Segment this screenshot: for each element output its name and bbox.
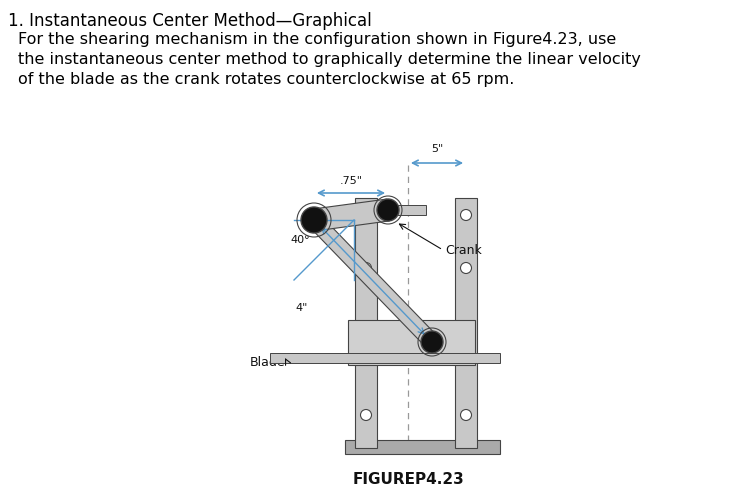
Bar — [355, 198, 377, 448]
Circle shape — [360, 410, 371, 420]
Bar — [348, 320, 475, 365]
Circle shape — [461, 325, 472, 335]
Text: 4": 4" — [295, 303, 307, 313]
Polygon shape — [384, 205, 426, 215]
Text: 5": 5" — [431, 144, 443, 154]
Text: 40°: 40° — [290, 235, 310, 245]
Circle shape — [461, 410, 472, 420]
Circle shape — [421, 331, 443, 353]
Bar — [270, 353, 500, 363]
Text: of the blade as the crank rotates counterclockwise at 65 rpm.: of the blade as the crank rotates counte… — [18, 72, 514, 87]
Text: Crank: Crank — [445, 243, 482, 257]
Circle shape — [360, 209, 371, 221]
Text: 1. Instantaneous Center Method—Graphical: 1. Instantaneous Center Method—Graphical — [8, 12, 372, 30]
Text: Blade: Blade — [249, 355, 285, 368]
Circle shape — [377, 199, 399, 221]
Text: the instantaneous center method to graphically determine the linear velocity: the instantaneous center method to graph… — [18, 52, 641, 67]
Polygon shape — [312, 199, 390, 231]
Text: FIGUREP4.23: FIGUREP4.23 — [352, 472, 464, 486]
Polygon shape — [308, 214, 438, 347]
Circle shape — [301, 207, 327, 233]
Circle shape — [461, 262, 472, 274]
Text: For the shearing mechanism in the configuration shown in Figure4.23, use: For the shearing mechanism in the config… — [18, 32, 616, 47]
Circle shape — [461, 209, 472, 221]
Circle shape — [360, 325, 371, 335]
Text: .75": .75" — [339, 176, 362, 186]
Bar — [345, 440, 500, 454]
Bar — [455, 198, 477, 448]
Circle shape — [360, 262, 371, 274]
